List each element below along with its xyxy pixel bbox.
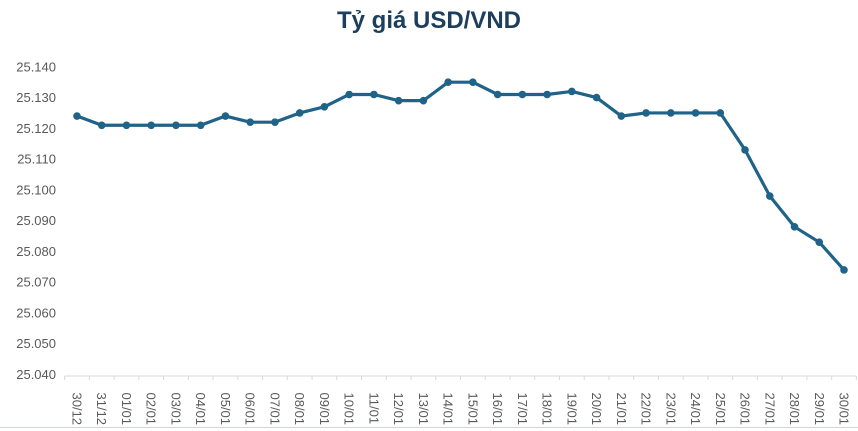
data-point-marker [493,90,502,99]
y-axis-tick-label: 25.120 [16,121,56,136]
data-point-marker [667,109,675,117]
data-point-marker [172,121,180,130]
y-axis-tick-label: 25.060 [16,305,56,320]
data-point-marker [716,109,725,117]
x-axis-tick-label: 07/01 [267,393,282,426]
x-axis-tick-label: 09/01 [317,393,332,426]
x-axis-tick-label: 13/01 [416,393,431,426]
x-axis-tick-label: 24/01 [688,393,703,426]
data-point-marker [444,78,452,86]
x-axis-tick-label: 14/01 [441,393,456,426]
x-axis-tick-label: 08/01 [292,393,307,426]
data-point-marker [765,192,774,200]
x-axis-tick-label: 06/01 [243,393,258,426]
data-point-marker [568,87,576,96]
x-axis-tick-label: 27/01 [762,393,777,426]
data-point-marker [147,121,156,130]
data-point-marker [320,103,329,111]
x-axis-tick-label: 30/12 [70,393,85,426]
data-point-marker [221,112,230,120]
data-point-marker [345,90,353,99]
data-point-marker [196,121,205,130]
y-axis-tick-label: 25.050 [16,336,56,351]
x-axis-tick-label: 11/01 [366,393,381,425]
data-point-marker [592,93,601,102]
data-point-marker [469,78,477,86]
x-axis-tick-label: 04/01 [193,393,208,426]
chart-title: Tỷ giá USD/VND [336,7,522,34]
x-axis-tick-label: 28/01 [787,393,802,426]
x-axis-tick-label: 25/01 [713,393,728,426]
data-point-marker [642,109,650,117]
data-point-marker [543,90,551,99]
data-point-marker [394,96,403,105]
y-axis-tick-label: 25.130 [16,90,56,105]
x-axis-tick-label: 03/01 [168,393,183,426]
data-point-marker [790,223,799,231]
data-point-marker [840,266,848,274]
x-axis-tick-label: 01/01 [119,393,134,426]
data-point-marker [271,118,279,126]
y-axis-tick-label: 25.070 [16,275,56,290]
data-point-marker [73,112,81,120]
data-point-marker [370,90,378,99]
y-axis-tick-label: 25.140 [16,59,56,74]
page-bottom-border [0,427,858,428]
x-axis-tick-label: 02/01 [144,393,159,426]
data-point-marker [246,118,254,126]
data-point-marker [617,112,626,120]
x-axis-tick-label: 18/01 [540,393,555,426]
y-axis-tick-label: 25.100 [16,182,56,197]
x-axis-tick-label: 15/01 [465,393,480,426]
x-axis-tick-label: 12/01 [391,393,406,426]
x-axis-tick-label: 30/01 [837,393,852,426]
y-axis-tick-label: 25.110 [17,152,56,167]
y-axis-tick-label: 25.040 [16,367,56,382]
data-point-marker [122,121,131,130]
x-axis-tick-label: 10/01 [342,393,357,426]
data-point-marker [295,109,304,117]
data-point-marker [815,238,824,246]
x-axis-tick-label: 31/12 [94,393,109,426]
series-line [75,80,846,272]
x-axis-tick-label: 16/01 [490,393,505,426]
data-point-marker [419,96,428,105]
x-axis-tick-label: 17/01 [515,393,530,426]
y-axis-tick-label: 25.080 [16,244,56,259]
data-point-marker [97,121,106,130]
x-axis-tick-label: 29/01 [812,393,827,426]
data-point-marker [691,109,700,117]
x-axis-tick-label: 21/01 [614,393,629,426]
x-axis-tick-label: 05/01 [218,393,233,426]
x-axis-tick-label: 26/01 [738,393,753,426]
x-axis-tick-label: 19/01 [564,393,579,426]
data-point-marker [518,90,527,99]
x-axis-tick-label: 23/01 [663,393,678,426]
x-axis-tick-label: 22/01 [639,393,654,426]
data-point-marker [741,146,749,154]
y-axis-tick-label: 25.090 [16,213,56,228]
x-axis-tick-label: 20/01 [589,393,604,426]
